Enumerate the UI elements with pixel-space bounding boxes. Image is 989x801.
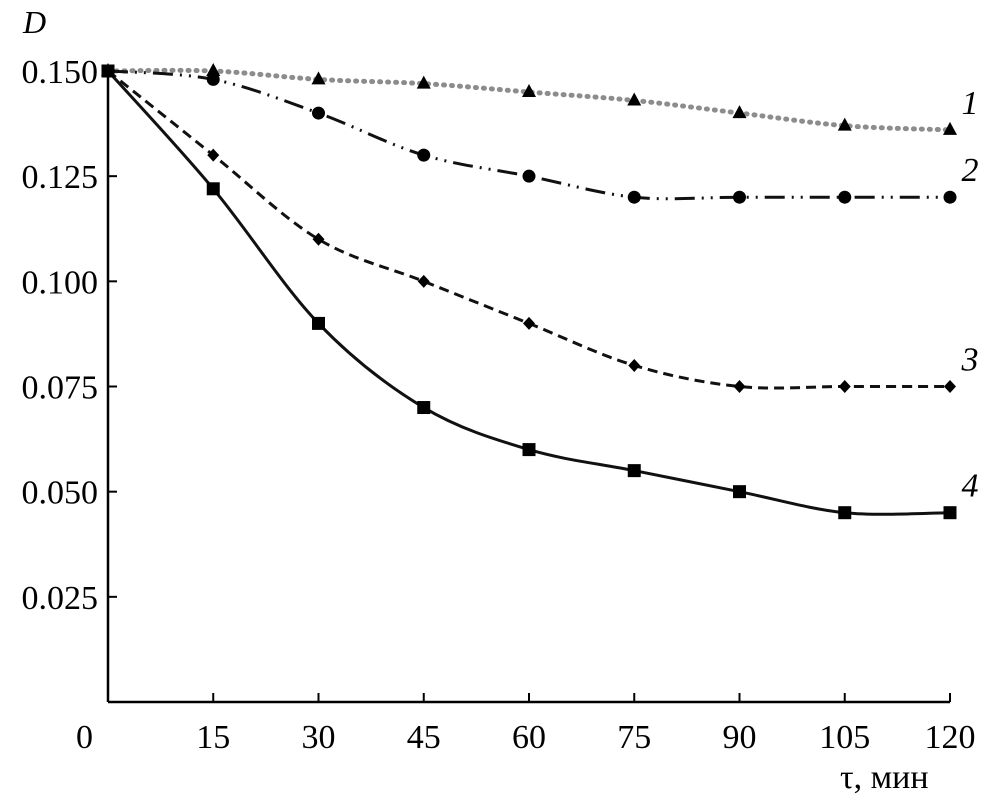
- data-point: [522, 443, 536, 457]
- series-label: 2: [962, 152, 979, 189]
- y-tick-label: 0.075: [22, 370, 99, 407]
- y-axis-title: D: [22, 4, 46, 40]
- x-tick-label: 60: [512, 719, 546, 756]
- x-tick-label: 30: [302, 719, 336, 756]
- y-tick-label: 0.050: [22, 475, 99, 512]
- data-point: [312, 106, 325, 120]
- series-line: [107, 69, 950, 390]
- data-point: [312, 232, 325, 246]
- data-point: [206, 72, 220, 86]
- x-axis-title: τ, мин: [840, 759, 929, 796]
- y-tick-label: 0.025: [22, 580, 99, 617]
- series-1: [101, 63, 957, 135]
- data-point: [312, 316, 325, 330]
- data-point: [207, 148, 220, 162]
- data-point: [522, 84, 536, 98]
- data-point: [416, 75, 431, 89]
- x-tick-label: 75: [617, 719, 651, 756]
- data-point: [627, 464, 641, 478]
- data-point: [627, 92, 642, 106]
- data-point: [417, 401, 431, 415]
- series-3: [102, 64, 956, 393]
- series-line: [106, 70, 951, 516]
- origin-label: 0: [76, 719, 93, 756]
- data-point: [838, 190, 852, 204]
- data-point: [522, 169, 536, 183]
- x-tick-label: 120: [925, 719, 976, 756]
- data-point: [628, 358, 641, 372]
- x-tick-label: 45: [407, 719, 441, 756]
- data-point: [417, 148, 431, 162]
- data-point: [838, 506, 852, 520]
- x-tick-label: 90: [723, 719, 757, 756]
- series-label: 1: [962, 85, 979, 122]
- data-point: [838, 380, 851, 393]
- y-tick-label: 0.150: [22, 54, 99, 91]
- data-point: [944, 380, 956, 393]
- series-line: [107, 69, 950, 201]
- series-group: [101, 63, 957, 520]
- data-point: [206, 182, 220, 196]
- data-point: [627, 190, 641, 204]
- data-point: [733, 190, 746, 204]
- data-point: [523, 316, 535, 330]
- x-tick-label: 15: [196, 719, 230, 756]
- series-label: 4: [962, 468, 979, 505]
- data-point: [943, 121, 957, 135]
- data-point: [943, 190, 957, 204]
- data-point: [206, 63, 221, 76]
- y-tick-label: 0.100: [22, 264, 99, 301]
- series-line: [105, 67, 953, 133]
- data-point: [837, 117, 852, 131]
- series-4: [101, 64, 957, 520]
- data-point: [417, 274, 430, 288]
- data-point: [943, 506, 957, 520]
- x-tick-label: 105: [819, 719, 870, 756]
- series-label: 3: [961, 342, 979, 379]
- y-tick-label: 0.125: [22, 159, 99, 196]
- data-point: [733, 380, 746, 393]
- ticks: [108, 70, 951, 702]
- series-labels: 1 2 3 4: [961, 85, 979, 505]
- data-point: [733, 485, 746, 499]
- data-point: [311, 71, 326, 85]
- data-point: [732, 105, 747, 119]
- data-point: [101, 64, 115, 78]
